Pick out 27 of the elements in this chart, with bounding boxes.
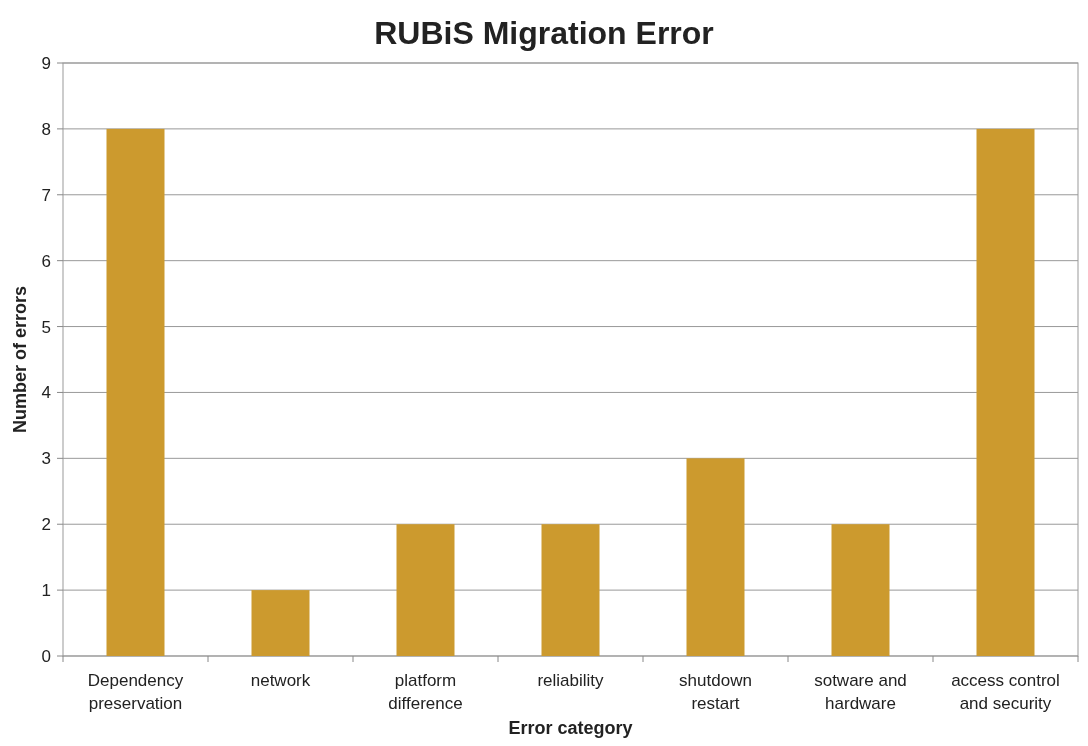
- x-tick-label: Dependency preservation: [87, 671, 184, 713]
- y-tick-label: 2: [41, 515, 51, 535]
- y-axis-title: Number of errors: [10, 285, 30, 434]
- bar: [686, 458, 745, 656]
- y-tick-label: 7: [41, 185, 51, 205]
- y-tick-label: 5: [41, 317, 51, 337]
- x-axis-title: Error category: [508, 718, 633, 738]
- y-tick-label: 8: [41, 119, 51, 139]
- y-tick-label: 4: [41, 383, 51, 403]
- bar: [106, 128, 165, 656]
- x-tick-label: network: [250, 671, 311, 690]
- y-tick-label: 0: [41, 646, 51, 666]
- y-tick-label: 6: [41, 251, 51, 271]
- y-tick-label: 9: [41, 53, 51, 73]
- y-tick-label: 1: [41, 581, 51, 601]
- bar: [396, 524, 455, 656]
- bar: [541, 524, 600, 656]
- x-tick-label: platform difference: [388, 671, 463, 713]
- y-tick-label: 3: [41, 449, 51, 469]
- bar: [976, 128, 1035, 656]
- x-tick-label: shutdown restart: [679, 671, 752, 713]
- x-tick-label: sotware and hardware: [814, 671, 907, 713]
- bar: [831, 524, 890, 656]
- x-tick-label: access control and security: [951, 671, 1060, 713]
- x-tick-label: reliability: [537, 671, 605, 690]
- chart-title: RUBiS Migration Error: [374, 15, 714, 51]
- bar: [251, 590, 310, 656]
